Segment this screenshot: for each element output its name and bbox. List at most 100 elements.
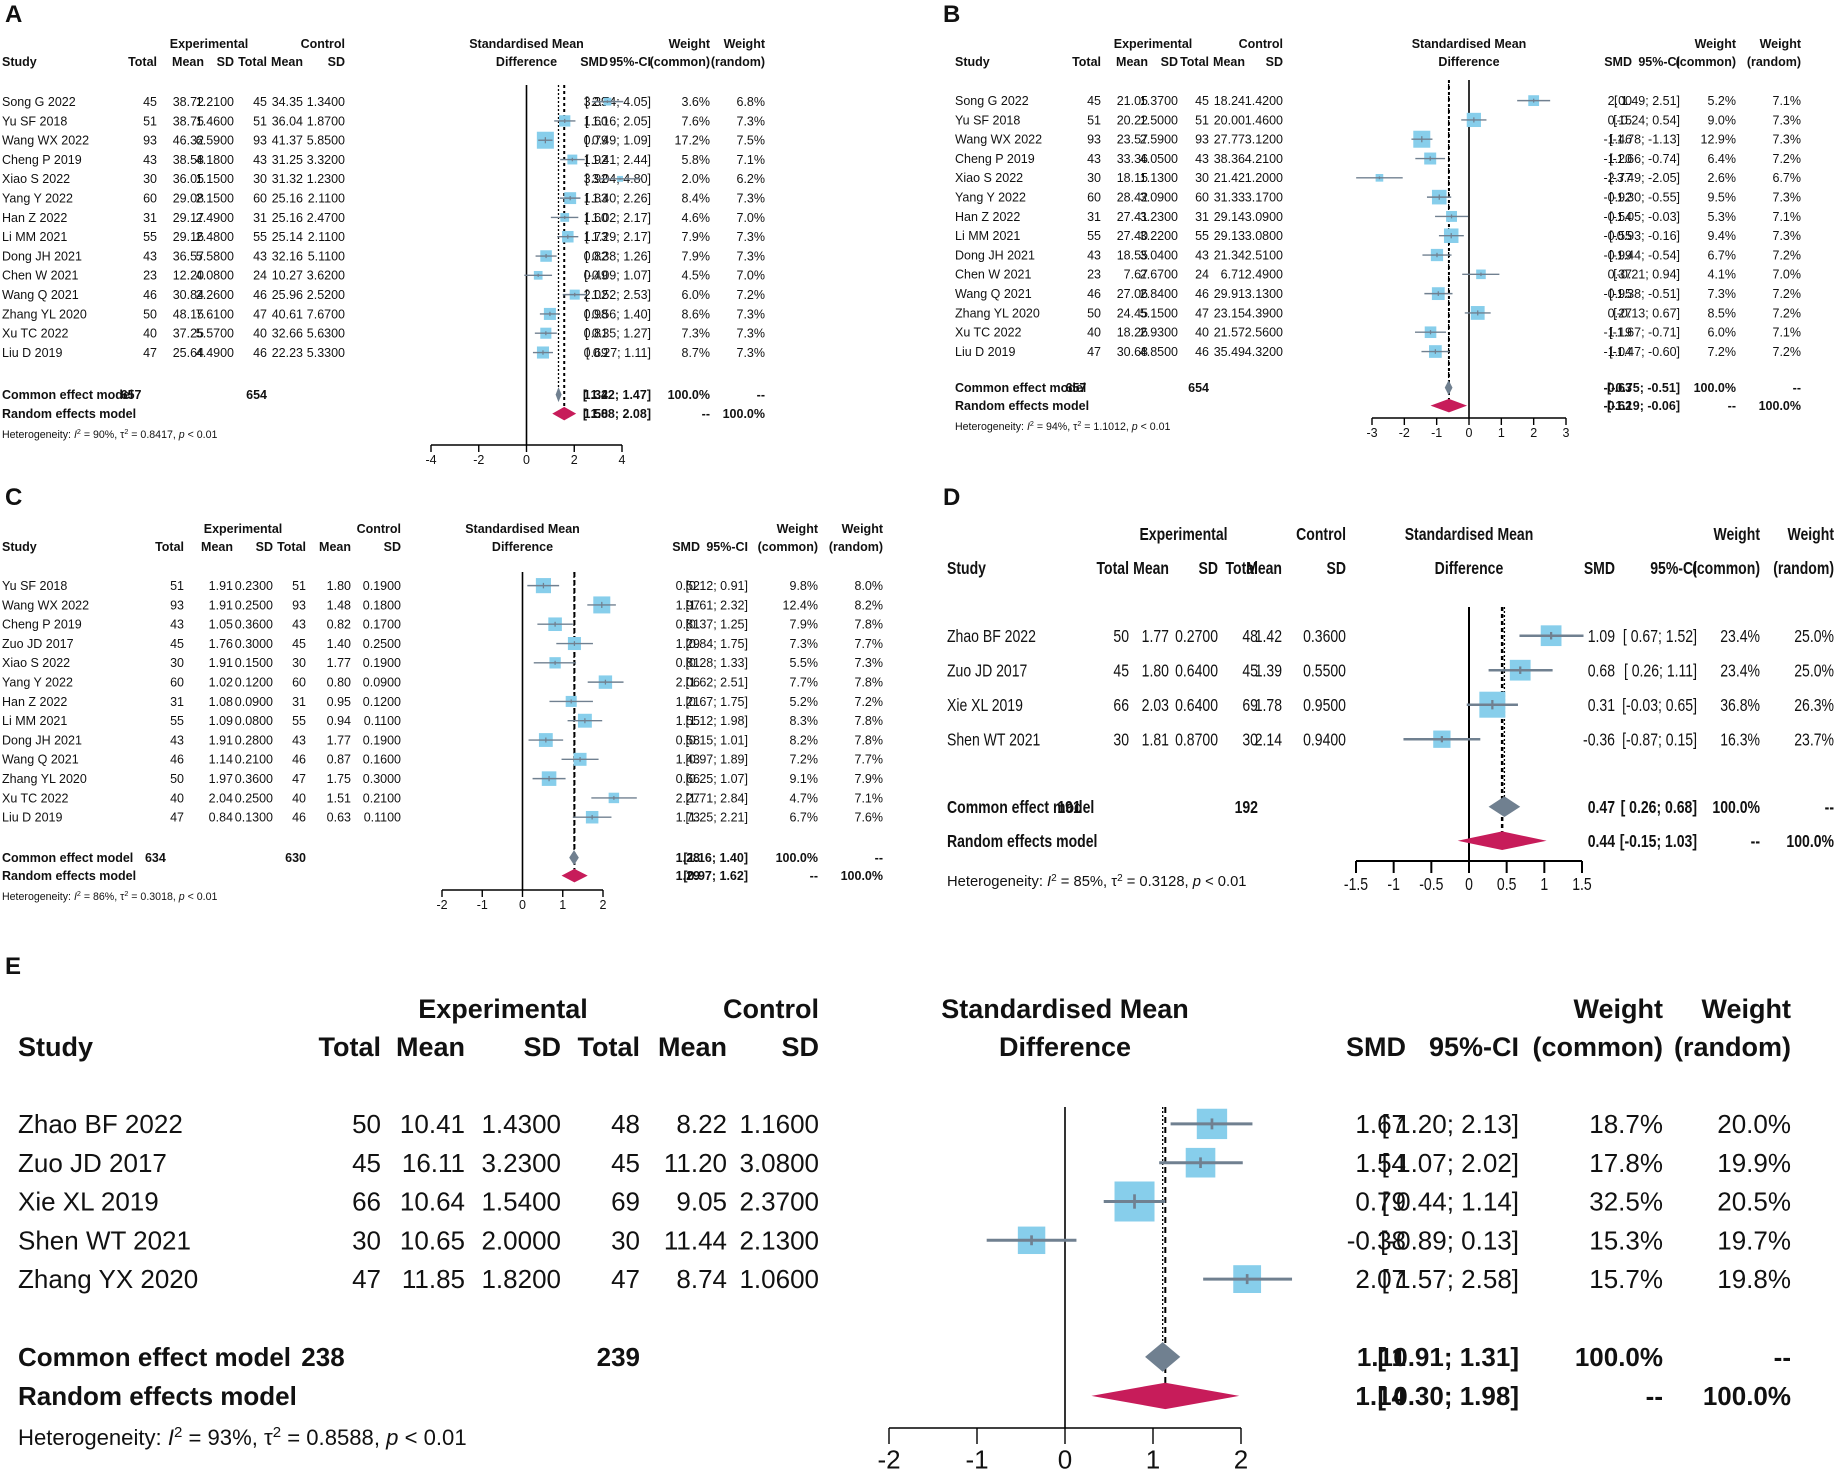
weight-common: 9.5% (1708, 191, 1737, 205)
exp-total: 45 (143, 95, 157, 109)
heterogeneity-p-val: < 0.01 (1138, 421, 1171, 433)
random-smd: 0.44 (1588, 831, 1615, 851)
ctrl-sd: 0.1100 (364, 811, 401, 825)
ci-value: [ 1.57; 2.58] (1382, 1264, 1519, 1294)
weight-random: 7.3% (1773, 133, 1802, 147)
weight-random: 7.1% (1773, 210, 1802, 224)
weight-common: 3.6% (682, 95, 711, 109)
ctrl-mean: 11.44 (664, 1225, 727, 1255)
study-row: Wang Q 2021 46 1.14 0.2100 46 0.87 0.1600 1.43[… (2, 753, 883, 767)
ctrl-mean: 36.04 (272, 114, 303, 128)
exp-sd: 0.1300 (235, 811, 273, 825)
study-name: Dong JH 2021 (955, 248, 1035, 262)
random-smd: -0.62 (1604, 399, 1633, 413)
exp-mean: 10.41 (400, 1109, 465, 1139)
exp-total: 51 (170, 579, 184, 593)
smd-value: 0.69 (584, 346, 608, 360)
header-w-common: (common) (650, 55, 710, 69)
ctrl-total: 93 (253, 134, 267, 148)
ctrl-total: 30 (611, 1225, 640, 1255)
heterogeneity-prefix: Heterogeneity: (955, 421, 1027, 433)
x-tick-label: 2 (1234, 1445, 1248, 1475)
weight-random: 7.6% (855, 811, 884, 825)
study-row: Zuo JD 2017 45 16.11 3.2300 45 11.20 3.0800 1.5… (18, 1148, 1791, 1178)
common-exp-total: 238 (301, 1342, 344, 1372)
header-e-mean: Mean (172, 55, 204, 69)
superscript-2: 2 (77, 427, 81, 436)
smd-value: 0.27 (1608, 306, 1632, 320)
exp-sd: 0.6400 (1175, 695, 1218, 715)
study-row: Wang WX 2022 93 23.572.5900 93 27.77 3.1200 -1… (955, 130, 1802, 148)
weight-common: 7.3% (790, 637, 819, 651)
ctrl-total: 60 (253, 192, 267, 206)
study-name: Han Z 2022 (2, 211, 67, 225)
exp-total: 47 (170, 811, 184, 825)
study-name: Liu D 2019 (2, 811, 63, 825)
heterogeneity-prefix: Heterogeneity: (2, 429, 74, 441)
ctrl-total: 69 (611, 1187, 640, 1217)
smd-value: -0.54 (1604, 210, 1633, 224)
random-effect-diamond (1091, 1382, 1240, 1410)
random-effect-row: Random effects model 1.29[0.97; 1.62] -- 10… (2, 868, 883, 883)
ci-value: [-0.93; -0.16] (1609, 229, 1680, 243)
header-smd: SMD (580, 55, 608, 69)
exp-sd: 3.0400 (1140, 248, 1178, 262)
weight-common: 4.5% (682, 269, 711, 283)
smd-value: -1.04 (1604, 345, 1633, 359)
common-effect-diamond (1145, 1342, 1181, 1372)
panel-label: B (943, 1, 960, 28)
smd-value: 0.79 (1355, 1187, 1406, 1217)
header-smd-title: Standardised Mean (469, 37, 584, 51)
ctrl-mean: 0.63 (327, 811, 351, 825)
exp-sd: 3.2200 (1140, 229, 1178, 243)
ctrl-mean: 31.25 (272, 153, 303, 167)
exp-total: 30 (143, 172, 157, 186)
header-c-mean: Mean (319, 540, 351, 554)
exp-total: 46 (143, 288, 157, 302)
header-w-random: (random) (711, 55, 765, 69)
weight-common: 17.8% (1589, 1148, 1663, 1178)
random-effect-diamond (561, 868, 588, 883)
smd-value: 0.81 (584, 327, 608, 341)
weight-random: 7.8% (855, 676, 884, 690)
ctrl-sd: 0.1800 (363, 598, 401, 612)
exp-mean: 0.84 (209, 811, 233, 825)
header-e-total: Total (1097, 558, 1129, 578)
ctrl-mean: 8.74 (676, 1264, 727, 1294)
ctrl-total: 48 (1242, 626, 1258, 646)
common-weight-common: 100.0% (1694, 381, 1736, 395)
exp-sd: 0.3600 (235, 618, 273, 632)
common-ctrl-total: 654 (246, 388, 267, 402)
weight-random: 7.3% (737, 114, 766, 128)
study-row: Yu SF 2018 51 38.751.4600 51 36.04 1.8700 1.60… (2, 114, 765, 128)
study-row: Xiao S 2022 30 18.151.1300 30 21.42 1.2000 -2.… (955, 171, 1801, 185)
exp-sd: 2.4800 (196, 230, 234, 244)
study-name: Yang Y 2022 (2, 676, 73, 690)
header-c-mean: Mean (1246, 558, 1282, 578)
header-control: Control (723, 994, 819, 1024)
heterogeneity-i2-val: = 85%, (1057, 874, 1112, 890)
common-weight-common: 100.0% (1712, 797, 1760, 817)
smd-value: 0.49 (584, 269, 608, 283)
weight-common: 8.7% (682, 346, 711, 360)
exp-sd: 2.6700 (1140, 268, 1178, 282)
random-weight-common: -- (1728, 399, 1736, 413)
header-smd: SMD (1604, 55, 1632, 69)
exp-total: 50 (1113, 626, 1129, 646)
exp-mean: 11.85 (402, 1264, 465, 1294)
exp-sd: 2.2600 (196, 288, 234, 302)
weight-random: 7.2% (1773, 248, 1802, 262)
heterogeneity-i2-val: = 94%, (1034, 421, 1073, 433)
study-name: Shen WT 2021 (947, 730, 1040, 750)
heterogeneity-tau-sym: τ (1073, 421, 1078, 433)
ctrl-mean: 32.16 (272, 249, 303, 263)
weight-random: 7.7% (855, 753, 884, 767)
ci-value: [ 0.35; 1.27] (585, 327, 651, 341)
ctrl-total: 40 (1195, 326, 1209, 340)
exp-total: 30 (170, 656, 184, 670)
weight-random: 7.0% (1773, 268, 1802, 282)
heterogeneity-p-sym: p (178, 429, 185, 441)
random-effect-row: Random effects model 0.44 [-0.15; 1.03] -- 1… (947, 831, 1834, 851)
